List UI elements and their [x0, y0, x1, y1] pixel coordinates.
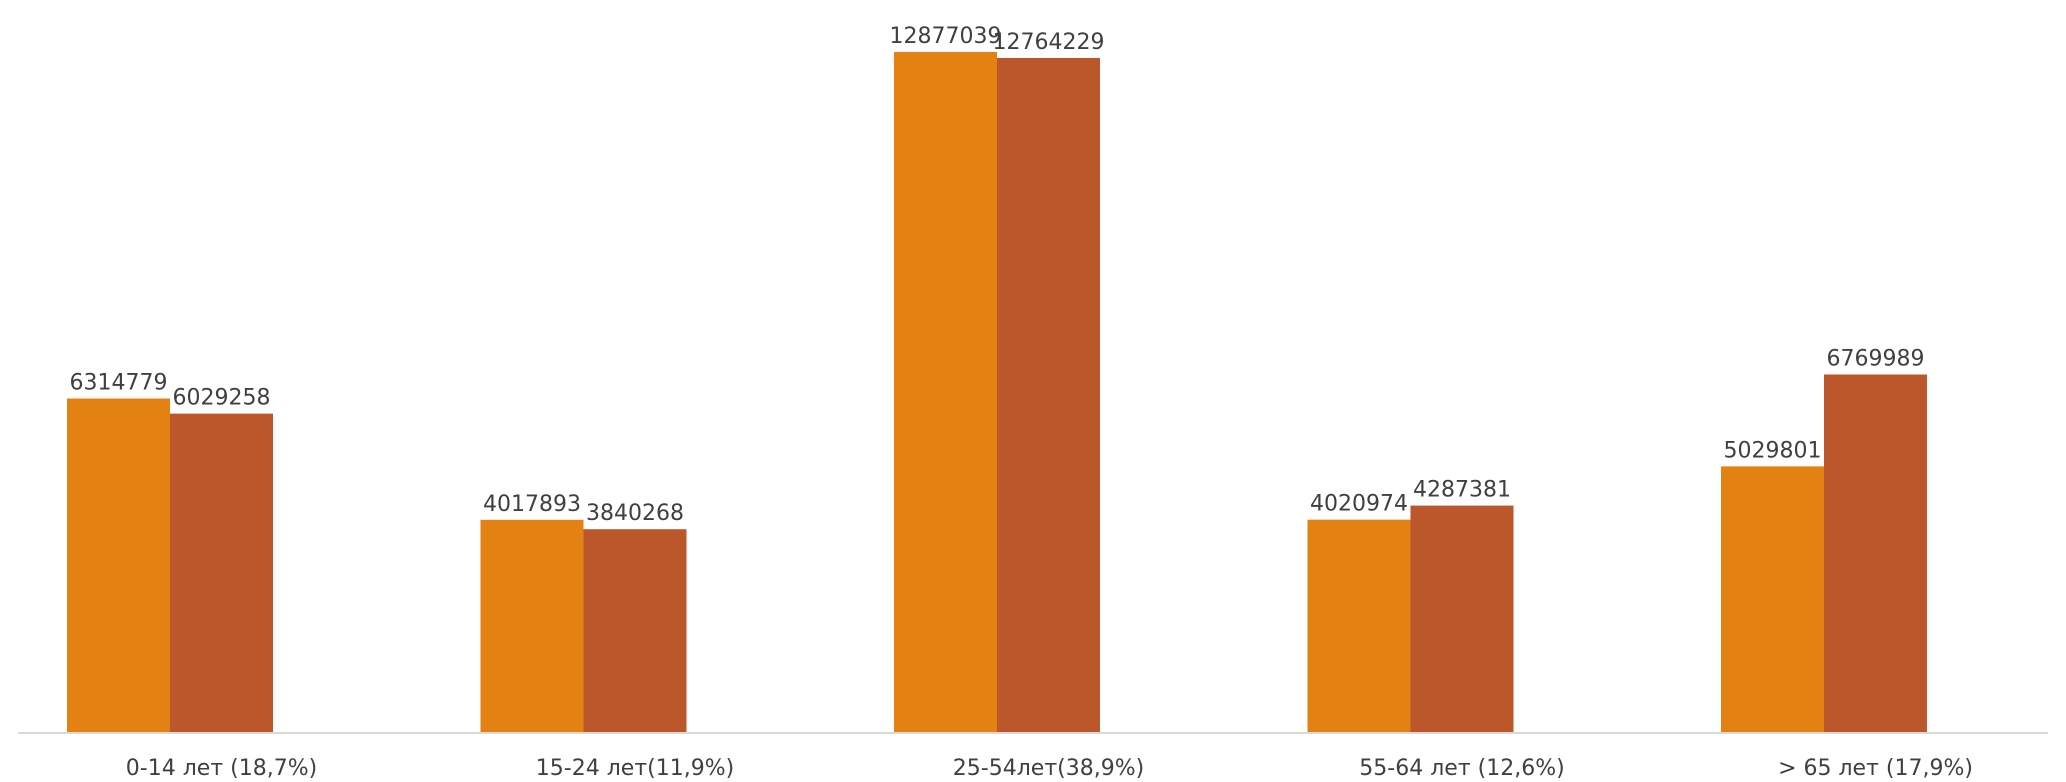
category-label-2: 25-54лет(38,9%) [953, 756, 1144, 781]
category-label-0: 0-14 лет (18,7%) [126, 756, 317, 781]
category-label-3: 55-64 лет (12,6%) [1359, 756, 1564, 781]
bar-2-series-1 [997, 57, 1100, 733]
bar-0-series-1 [170, 413, 273, 732]
data-label-3-series-1: 4287381 [1413, 478, 1511, 503]
category-label-1: 15-24 лет(11,9%) [536, 756, 734, 781]
bars-group [67, 52, 1927, 733]
data-label-4-series-0: 5029801 [1724, 438, 1822, 463]
category-label-4: > 65 лет (17,9%) [1778, 756, 1973, 781]
bar-1-series-1 [583, 529, 687, 732]
data-label-0-series-0: 6314779 [70, 371, 168, 396]
data-label-2-series-0: 12877039 [890, 24, 1002, 49]
data-label-2-series-1: 12764229 [993, 30, 1105, 55]
bar-3-series-0 [1307, 519, 1411, 732]
bar-4-series-1 [1824, 374, 1927, 732]
data-label-1-series-0: 4017893 [483, 492, 581, 517]
data-label-0-series-1: 6029258 [173, 386, 271, 411]
category-labels-group: 0-14 лет (18,7%) 15-24 лет(11,9%) 25-54лет… [126, 756, 1973, 781]
data-label-1-series-1: 3840268 [586, 501, 684, 526]
data-label-3-series-0: 4020974 [1310, 492, 1408, 517]
data-label-4-series-1: 6769989 [1827, 346, 1925, 371]
bar-1-series-0 [480, 519, 584, 732]
bar-3-series-1 [1410, 505, 1514, 732]
bar-2-series-0 [894, 52, 997, 732]
bar-4-series-0 [1721, 466, 1824, 732]
bar-0-series-0 [67, 398, 170, 732]
